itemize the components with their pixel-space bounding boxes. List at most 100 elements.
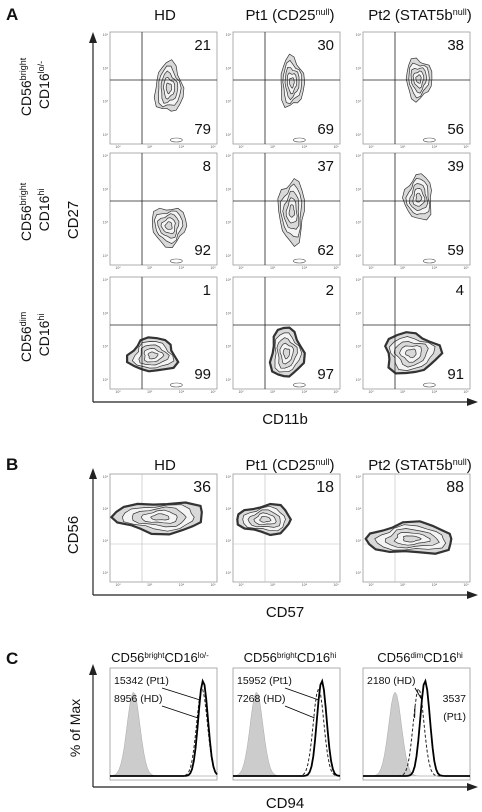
svg-text:10⁴: 10⁴ bbox=[179, 145, 185, 149]
panel-a-letter: A bbox=[6, 5, 18, 24]
svg-text:10⁴: 10⁴ bbox=[356, 66, 362, 70]
svg-text:10⁴: 10⁴ bbox=[356, 311, 362, 315]
svg-text:10²: 10² bbox=[226, 254, 232, 258]
panel-b-xlabel: CD57 bbox=[266, 604, 304, 621]
svg-text:10⁴: 10⁴ bbox=[432, 390, 438, 394]
svg-text:10³: 10³ bbox=[270, 583, 276, 587]
panel-a-ylabel: CD27 bbox=[65, 201, 82, 239]
panel-b-plot-1: 10² 10² 10³ 10³ 10⁴ 10⁴ 10⁵ 10⁵ 36 bbox=[103, 473, 218, 587]
svg-text:10³: 10³ bbox=[103, 221, 109, 225]
svg-text:10⁵: 10⁵ bbox=[356, 278, 362, 282]
quadrant-lower-value: 62 bbox=[317, 242, 334, 259]
panel-b-plots: 10²10²10³10³10⁴10⁴10⁵10⁵3610²10²10³10³10… bbox=[103, 473, 471, 587]
panel-b-column-headers: HD Pt1 (CD25null) Pt2 (STAT5bnull) bbox=[154, 457, 472, 474]
svg-text:10⁵: 10⁵ bbox=[333, 266, 339, 270]
panel-b-plot-2: 10² 10² 10³ 10³ 10⁴ 10⁴ 10⁵ 10⁵ 18 bbox=[226, 473, 341, 587]
svg-text:10⁴: 10⁴ bbox=[226, 311, 232, 315]
svg-text:10⁴: 10⁴ bbox=[103, 311, 109, 315]
svg-text:10²: 10² bbox=[103, 378, 109, 382]
svg-text:10²: 10² bbox=[356, 254, 362, 258]
panel-c-annotation: 7268 (HD) bbox=[237, 693, 285, 705]
svg-text:10²: 10² bbox=[368, 145, 374, 149]
svg-text:10⁵: 10⁵ bbox=[463, 390, 469, 394]
panel-a-column-headers: HD Pt1 (CD25null) Pt2 (STAT5bnull) bbox=[154, 7, 472, 24]
panel-c-xlabel: CD94 bbox=[266, 795, 304, 812]
svg-text:10⁵: 10⁵ bbox=[333, 390, 339, 394]
panel-a-plot-r1-c2: 10² 10² 10³ 10³ 10⁴ 10⁴ 10⁵ 10⁵ 30 69 bbox=[226, 31, 341, 149]
svg-text:10⁵: 10⁵ bbox=[226, 33, 232, 37]
panel-c-annotation: 2180 (HD) bbox=[367, 675, 415, 687]
quadrant-lower-value: 79 bbox=[194, 121, 211, 138]
quadrant-lower-value: 92 bbox=[194, 242, 211, 259]
svg-text:10³: 10³ bbox=[270, 145, 276, 149]
svg-text:10²: 10² bbox=[103, 133, 109, 137]
panel-a-plot-r3-c3: 10² 10² 10³ 10³ 10⁴ 10⁴ 10⁵ 10⁵ 4 91 bbox=[356, 276, 471, 394]
panel-c-title-1: CD56brightCD16lo/- bbox=[111, 650, 209, 665]
svg-text:10⁴: 10⁴ bbox=[179, 390, 185, 394]
panel-a-plot-r2-c2: 10² 10² 10³ 10³ 10⁴ 10⁴ 10⁵ 10⁵ 37 62 bbox=[226, 152, 341, 270]
svg-text:10⁴: 10⁴ bbox=[103, 66, 109, 70]
svg-text:10²: 10² bbox=[226, 378, 232, 382]
panel-a-grid: 10² 10² 10³ 10³ 10⁴ 10⁴ 10⁵ 10⁵ 21 79 10² 10² 10³ 10³… bbox=[103, 31, 471, 394]
svg-text:10⁵: 10⁵ bbox=[210, 145, 216, 149]
svg-text:10⁵: 10⁵ bbox=[356, 475, 362, 479]
svg-text:10⁴: 10⁴ bbox=[302, 390, 308, 394]
panel-c-title-3: CD56dimCD16hi bbox=[377, 650, 463, 665]
svg-text:10²: 10² bbox=[115, 583, 121, 587]
quadrant-lower-value: 56 bbox=[447, 121, 464, 138]
svg-text:10²: 10² bbox=[238, 583, 244, 587]
panel-b-ylabel: CD56 bbox=[65, 516, 82, 554]
panel-a-plot-r1-c1: 10² 10² 10³ 10³ 10⁴ 10⁴ 10⁵ 10⁵ 21 79 bbox=[103, 31, 218, 149]
svg-text:10⁵: 10⁵ bbox=[463, 583, 469, 587]
svg-text:10⁵: 10⁵ bbox=[333, 583, 339, 587]
quadrant-lower-value: 59 bbox=[447, 242, 464, 259]
panel-c-annotation: (Pt1) bbox=[443, 711, 466, 723]
svg-text:10⁴: 10⁴ bbox=[302, 145, 308, 149]
svg-text:10⁴: 10⁴ bbox=[179, 266, 185, 270]
svg-text:10⁴: 10⁴ bbox=[103, 187, 109, 191]
panel-a-plot-r2-c3: 10² 10² 10³ 10³ 10⁴ 10⁴ 10⁵ 10⁵ 39 59 bbox=[356, 152, 471, 270]
quadrant-upper-value: 4 bbox=[456, 282, 464, 299]
svg-text:10²: 10² bbox=[103, 571, 109, 575]
svg-text:10⁵: 10⁵ bbox=[356, 154, 362, 158]
quadrant-lower-value: 91 bbox=[447, 366, 464, 383]
panel-b-header-pt2: Pt2 (STAT5bnull) bbox=[368, 457, 472, 474]
quadrant-upper-value: 39 bbox=[447, 158, 464, 175]
svg-text:10⁴: 10⁴ bbox=[103, 507, 109, 511]
svg-text:10³: 10³ bbox=[226, 221, 232, 225]
svg-text:10²: 10² bbox=[368, 390, 374, 394]
row-label-3: CD56dim CD16hi bbox=[18, 308, 52, 362]
svg-text:10³: 10³ bbox=[400, 266, 406, 270]
panel-b-value: 18 bbox=[316, 479, 334, 496]
svg-text:10⁴: 10⁴ bbox=[432, 145, 438, 149]
panel-b-header-hd: HD bbox=[154, 457, 176, 474]
svg-text:10³: 10³ bbox=[356, 100, 362, 104]
panel-c-annotation: 15952 (Pt1) bbox=[237, 675, 292, 687]
svg-text:10³: 10³ bbox=[400, 145, 406, 149]
svg-text:10⁵: 10⁵ bbox=[226, 278, 232, 282]
panel-c-plot-1: 15342 (Pt1) 8956 (HD) bbox=[109, 667, 218, 781]
svg-text:10³: 10³ bbox=[270, 266, 276, 270]
quadrant-upper-value: 8 bbox=[203, 158, 211, 175]
svg-text:10²: 10² bbox=[356, 378, 362, 382]
svg-text:10⁵: 10⁵ bbox=[356, 33, 362, 37]
quadrant-lower-value: 97 bbox=[317, 366, 334, 383]
svg-text:10²: 10² bbox=[115, 390, 121, 394]
svg-text:10³: 10³ bbox=[147, 583, 153, 587]
svg-text:10⁵: 10⁵ bbox=[333, 145, 339, 149]
svg-text:10⁵: 10⁵ bbox=[210, 266, 216, 270]
quadrant-upper-value: 21 bbox=[194, 37, 211, 54]
column-header-hd: HD bbox=[154, 7, 176, 24]
svg-text:10²: 10² bbox=[115, 266, 121, 270]
column-header-pt2: Pt2 (STAT5bnull) bbox=[368, 7, 472, 24]
svg-text:10⁴: 10⁴ bbox=[356, 507, 362, 511]
panel-a-row-labels: CD56bright CD16lo/- CD56bright CD16hi CD… bbox=[18, 57, 52, 362]
svg-text:10⁵: 10⁵ bbox=[103, 475, 109, 479]
svg-text:10⁴: 10⁴ bbox=[179, 583, 185, 587]
svg-text:10²: 10² bbox=[356, 571, 362, 575]
svg-text:10³: 10³ bbox=[400, 583, 406, 587]
svg-text:10²: 10² bbox=[103, 254, 109, 258]
svg-text:10³: 10³ bbox=[356, 221, 362, 225]
row-label-2: CD56bright CD16hi bbox=[18, 179, 52, 241]
